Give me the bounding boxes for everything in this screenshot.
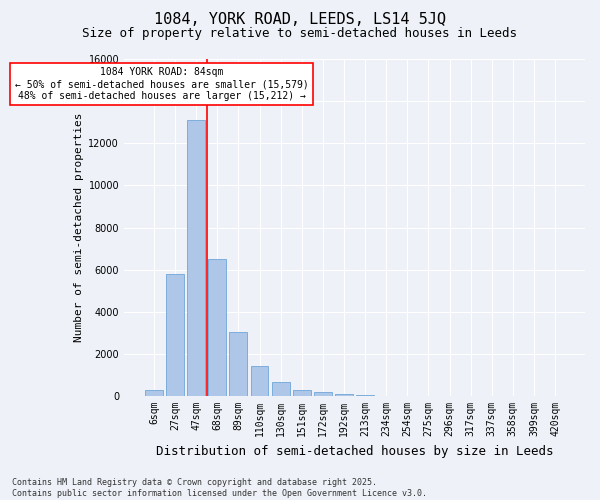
X-axis label: Distribution of semi-detached houses by size in Leeds: Distribution of semi-detached houses by …	[156, 444, 553, 458]
Bar	[272, 382, 290, 396]
Bar	[229, 332, 247, 396]
Text: Size of property relative to semi-detached houses in Leeds: Size of property relative to semi-detach…	[83, 28, 517, 40]
Text: Contains HM Land Registry data © Crown copyright and database right 2025.
Contai: Contains HM Land Registry data © Crown c…	[12, 478, 427, 498]
Bar	[356, 395, 374, 396]
Bar	[187, 120, 205, 396]
Bar	[314, 392, 332, 396]
Text: 1084, YORK ROAD, LEEDS, LS14 5JQ: 1084, YORK ROAD, LEEDS, LS14 5JQ	[154, 12, 446, 28]
Y-axis label: Number of semi-detached properties: Number of semi-detached properties	[74, 113, 84, 342]
Bar	[166, 274, 184, 396]
Bar	[335, 394, 353, 396]
Bar	[145, 390, 163, 396]
Bar	[293, 390, 311, 396]
Text: 1084 YORK ROAD: 84sqm
← 50% of semi-detached houses are smaller (15,579)
48% of : 1084 YORK ROAD: 84sqm ← 50% of semi-deta…	[14, 68, 308, 100]
Bar	[251, 366, 268, 396]
Bar	[208, 259, 226, 396]
